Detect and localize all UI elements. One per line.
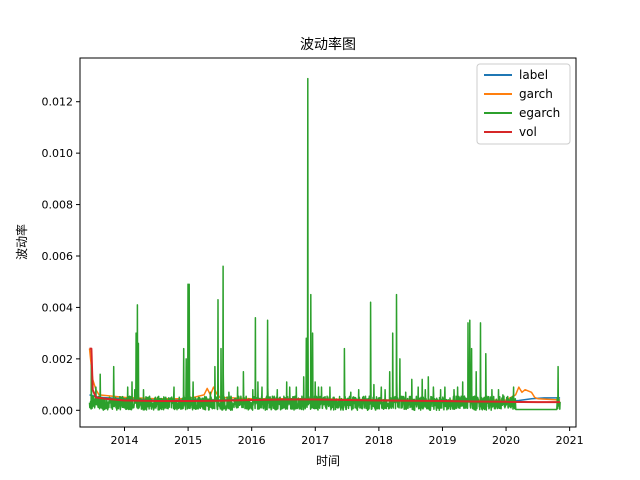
x-tick-label: 2021 [556,434,584,447]
legend-entry-garch: garch [519,87,553,101]
x-tick-label: 2019 [428,434,456,447]
x-tick-label: 2018 [365,434,393,447]
y-tick-label: 0.008 [42,199,74,212]
x-axis-label: 时间 [316,454,340,468]
series-layer [88,77,561,412]
x-tick-label: 2014 [111,434,139,447]
series-vol-line [89,347,561,404]
y-tick-label: 0.006 [42,250,74,263]
chart-title: 波动率图 [300,36,356,53]
legend-entry-label: label [519,68,548,82]
y-tick-label: 0.004 [42,301,74,314]
x-tick-label: 2016 [238,434,266,447]
y-tick-label: 0.012 [42,96,74,109]
legend: label garch egarch vol [476,63,571,145]
y-axis: 0.000 0.002 0.004 0.006 0.008 0.010 0.012 [42,96,80,417]
y-axis-label: 波动率 [14,224,29,260]
x-tick-label: 2017 [301,434,329,447]
x-tick-label: 2015 [174,434,202,447]
y-tick-label: 0.000 [42,404,74,417]
y-tick-label: 0.002 [42,353,74,366]
x-tick-label: 2020 [492,434,520,447]
legend-entry-vol: vol [519,125,537,139]
x-axis: 2014 2015 2016 2017 2018 2019 2020 2021 [111,427,584,447]
legend-box [476,63,571,145]
plot-frame [79,57,577,428]
y-tick-label: 0.010 [42,147,74,160]
legend-entry-egarch: egarch [519,106,560,120]
